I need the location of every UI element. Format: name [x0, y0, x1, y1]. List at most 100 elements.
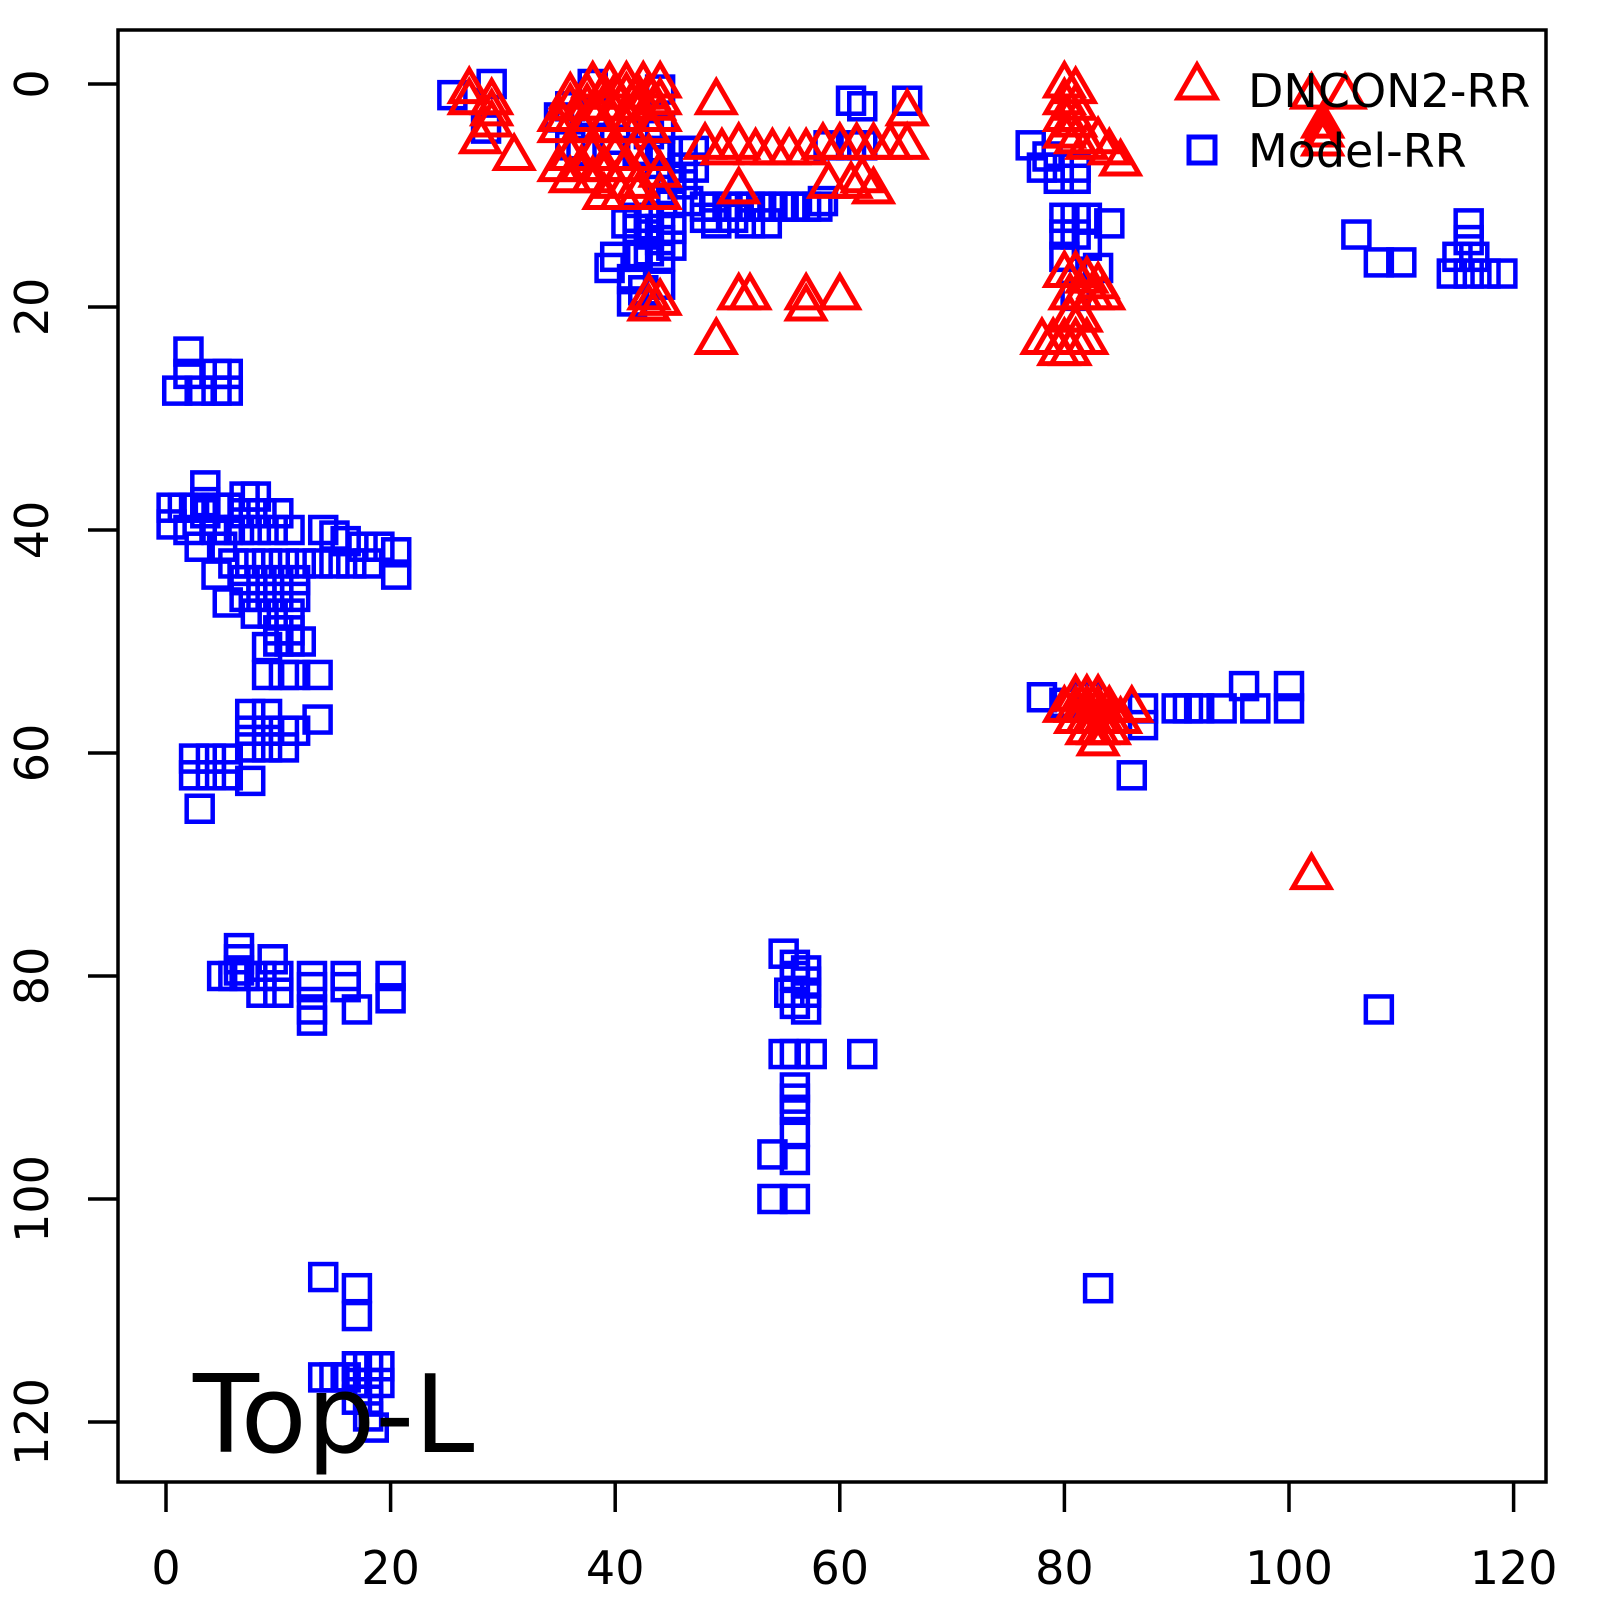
triangle-point — [783, 125, 829, 166]
square-point — [1206, 693, 1237, 724]
triangle-point — [1075, 716, 1121, 757]
square-point — [229, 564, 260, 596]
triangle-point — [581, 103, 627, 144]
triangle-point — [1299, 116, 1346, 157]
triangle-point — [884, 86, 931, 127]
square-point — [751, 208, 783, 239]
triangle-point — [1322, 70, 1368, 110]
x-tick-label: 60 — [811, 1541, 870, 1595]
x-tick-label: 40 — [586, 1541, 645, 1595]
triangle-point — [805, 159, 852, 199]
y-tick-label: 100 — [5, 1155, 59, 1243]
triangle-point — [1097, 137, 1144, 177]
square-point — [319, 548, 350, 579]
square-point — [336, 548, 367, 579]
square-point — [375, 960, 406, 992]
triangle-point — [1288, 70, 1335, 110]
square-point — [375, 983, 406, 1014]
square-point — [790, 994, 822, 1025]
triangle-point — [446, 64, 493, 105]
square-point — [195, 760, 227, 791]
triangle-point — [558, 103, 605, 144]
triangle-point — [614, 170, 661, 210]
triangle-point — [457, 114, 504, 155]
square-point — [1453, 208, 1484, 239]
triangle-point — [446, 75, 493, 116]
triangle-point — [828, 159, 874, 199]
x-tick-label: 100 — [1245, 1541, 1333, 1595]
square-point — [847, 91, 878, 122]
triangle-point — [783, 282, 829, 322]
square-point — [802, 191, 833, 222]
square-point — [1043, 163, 1075, 195]
legend-triangle-icon — [1173, 59, 1221, 101]
square-point — [246, 564, 277, 596]
square-point — [779, 1038, 811, 1070]
series-dncon2-rr — [446, 59, 1368, 891]
square-point — [1453, 258, 1484, 289]
square-point — [1363, 247, 1395, 278]
square-point — [734, 208, 766, 239]
square-point — [263, 564, 294, 596]
triangle-point — [626, 282, 672, 322]
legend-square-icon — [1186, 134, 1218, 166]
x-tick-label: 120 — [1470, 1541, 1558, 1595]
triangle-point — [693, 75, 740, 116]
square-point — [285, 548, 317, 579]
triangle-point — [1064, 120, 1110, 160]
square-point — [279, 581, 311, 613]
square-point — [251, 715, 283, 746]
square-point — [296, 971, 328, 1003]
triangle-point — [1064, 254, 1110, 294]
triangle-point — [850, 164, 897, 205]
square-point — [1240, 693, 1271, 724]
square-point — [807, 185, 839, 217]
triangle-point — [1299, 108, 1346, 148]
square-point — [341, 994, 373, 1025]
plot-border — [116, 28, 1548, 1484]
square-point — [184, 531, 215, 562]
corner-label: Top-L — [192, 1353, 474, 1478]
square-point — [234, 765, 266, 797]
square-point — [1363, 994, 1395, 1025]
square-point — [1060, 163, 1091, 195]
y-tick-label: 120 — [5, 1378, 59, 1466]
square-point — [212, 375, 244, 406]
square-point — [701, 208, 732, 239]
square-point — [268, 732, 300, 763]
square-point — [1273, 670, 1305, 702]
square-point — [566, 135, 597, 167]
square-point — [796, 1038, 827, 1070]
triangle-point — [491, 131, 537, 171]
square-point — [240, 598, 272, 629]
triangle-point — [1299, 99, 1346, 139]
square-point — [302, 548, 333, 579]
square-point — [184, 793, 215, 824]
y-axis: 0 20 40 60 80 100 120 — [5, 69, 118, 1466]
square-point — [1094, 208, 1125, 239]
x-tick-label: 20 — [361, 1541, 420, 1595]
x-tick-label: 0 — [151, 1541, 180, 1595]
square-point — [195, 743, 227, 774]
square-point — [779, 1144, 811, 1176]
triangle-point — [727, 270, 773, 311]
square-point — [161, 375, 193, 406]
y-tick-label: 20 — [5, 278, 59, 337]
triangle-point — [614, 159, 661, 199]
triangle-point — [637, 170, 683, 210]
square-point — [1116, 760, 1148, 791]
triangle-point — [884, 120, 931, 160]
square-point — [279, 564, 311, 596]
square-point — [240, 514, 272, 546]
square-point — [178, 743, 210, 774]
triangle-point — [637, 148, 683, 188]
triangle-point — [468, 75, 515, 116]
square-point — [246, 977, 277, 1008]
triangle-point — [699, 125, 745, 166]
square-point — [341, 1272, 373, 1304]
y-tick-label: 0 — [5, 69, 59, 98]
square-point — [234, 698, 266, 730]
legend-label-dncon2: DNCON2-RR — [1248, 64, 1530, 118]
square-point — [1026, 682, 1058, 713]
